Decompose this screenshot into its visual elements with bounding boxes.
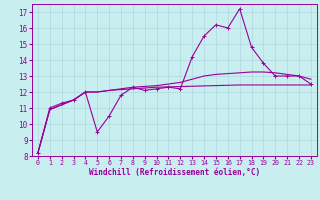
X-axis label: Windchill (Refroidissement éolien,°C): Windchill (Refroidissement éolien,°C): [89, 168, 260, 177]
